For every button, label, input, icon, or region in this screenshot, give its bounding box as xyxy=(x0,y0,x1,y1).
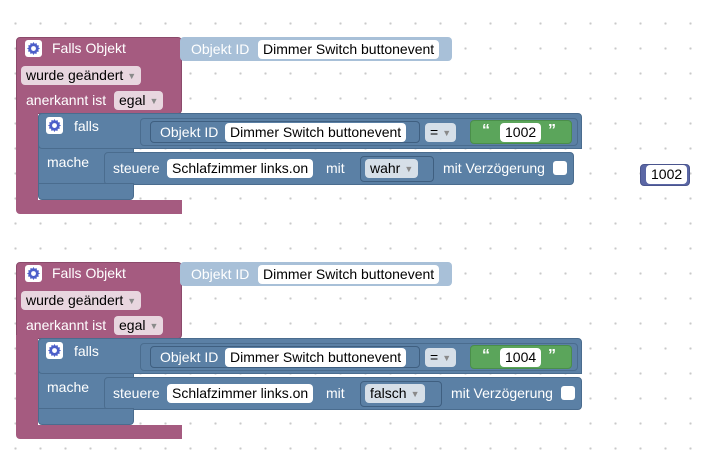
control-target-field[interactable]: Schlafzimmer links.on xyxy=(167,159,314,178)
falls-label: falls xyxy=(74,118,99,134)
with-label: mit xyxy=(326,385,345,401)
ack-dropdown[interactable]: egal ▼ xyxy=(114,316,164,335)
dropdown-arrow-icon: ▼ xyxy=(404,164,414,174)
number-value-field[interactable]: 1002 xyxy=(646,165,688,184)
boolean-dropdown[interactable]: falsch ▼ xyxy=(365,384,425,403)
dropdown-arrow-icon: ▼ xyxy=(442,128,452,138)
with-label: mit xyxy=(326,160,345,176)
open-quote: “ xyxy=(482,122,490,139)
if-block-foot xyxy=(38,408,134,425)
trigger-block-foot xyxy=(16,425,182,439)
trigger-block-side xyxy=(16,335,38,429)
trigger-block-side xyxy=(16,110,38,204)
delay-checkbox[interactable] xyxy=(561,386,575,400)
trigger-block-foot xyxy=(16,200,182,214)
falls-label: falls xyxy=(74,343,99,359)
ack-dropdown-value: egal xyxy=(119,92,146,108)
dropdown-arrow-icon: ▼ xyxy=(149,96,159,106)
close-quote: ” xyxy=(548,347,556,364)
trigger-label: Falls Objekt xyxy=(52,40,126,56)
gear-icon[interactable] xyxy=(25,265,42,282)
gear-icon[interactable] xyxy=(46,342,63,359)
control-target-field[interactable]: Schlafzimmer links.on xyxy=(167,384,314,403)
text-value-field[interactable]: 1002 xyxy=(500,123,542,142)
control-block[interactable] xyxy=(104,377,582,410)
changed-dropdown[interactable]: wurde geändert ▼ xyxy=(21,66,142,85)
ack-dropdown[interactable]: egal ▼ xyxy=(114,91,164,110)
object-id-field[interactable]: Dimmer Switch buttonevent xyxy=(258,265,440,284)
dropdown-arrow-icon: ▼ xyxy=(127,296,137,306)
boolean-value: wahr xyxy=(370,160,401,176)
if-block-foot xyxy=(38,183,134,200)
condition-object-id-field[interactable]: Dimmer Switch buttonevent xyxy=(225,123,407,142)
object-id-field[interactable]: Dimmer Switch buttonevent xyxy=(258,40,440,59)
dropdown-arrow-icon: ▼ xyxy=(149,321,159,331)
condition-object-id-label: Objekt ID xyxy=(160,124,219,140)
trigger-label: Falls Objekt xyxy=(52,265,126,281)
changed-dropdown-value: wurde geändert xyxy=(26,67,124,83)
control-label: steuere xyxy=(113,160,160,176)
delay-label: mit Verzögerung xyxy=(443,160,545,176)
operator-value: = xyxy=(430,349,439,365)
condition-object-id-label: Objekt ID xyxy=(160,349,219,365)
dropdown-arrow-icon: ▼ xyxy=(442,353,452,363)
condition-object-id-field[interactable]: Dimmer Switch buttonevent xyxy=(225,348,407,367)
gear-icon[interactable] xyxy=(25,40,42,57)
changed-dropdown[interactable]: wurde geändert ▼ xyxy=(21,291,142,310)
mache-label: mache xyxy=(47,154,90,170)
delay-label: mit Verzögerung xyxy=(451,385,553,401)
ack-label: anerkannt ist xyxy=(26,317,107,333)
script-group-2: Falls Objekt Objekt ID Dimmer Switch but… xyxy=(0,225,710,455)
object-id-label: Objekt ID xyxy=(191,41,250,57)
text-value-field[interactable]: 1004 xyxy=(500,348,542,367)
dropdown-arrow-icon: ▼ xyxy=(127,71,137,81)
operator-dropdown[interactable]: = ▼ xyxy=(425,123,457,142)
ack-label: anerkannt ist xyxy=(26,92,107,108)
delay-checkbox[interactable] xyxy=(553,161,567,175)
script-group-1: Falls Objekt Objekt ID Dimmer Switch but… xyxy=(16,37,582,214)
control-label: steuere xyxy=(113,385,160,401)
boolean-value: falsch xyxy=(370,385,407,401)
operator-value: = xyxy=(430,124,439,140)
close-quote: ” xyxy=(548,122,556,139)
mache-label: mache xyxy=(47,379,90,395)
operator-dropdown[interactable]: = ▼ xyxy=(425,348,457,367)
open-quote: “ xyxy=(482,347,490,364)
dropdown-arrow-icon: ▼ xyxy=(410,389,420,399)
boolean-dropdown[interactable]: wahr ▼ xyxy=(365,159,419,178)
object-id-label: Objekt ID xyxy=(191,266,250,282)
changed-dropdown-value: wurde geändert xyxy=(26,292,124,308)
ack-dropdown-value: egal xyxy=(119,317,146,333)
gear-icon[interactable] xyxy=(46,117,63,134)
